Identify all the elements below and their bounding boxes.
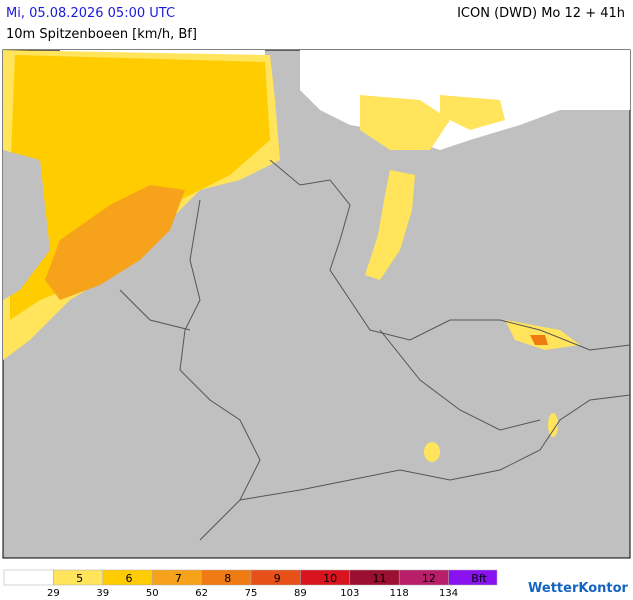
legend-box <box>448 569 498 586</box>
legend-threshold: 75 <box>245 588 258 599</box>
model-run: ICON (DWD) Mo 12 + 41h <box>457 6 625 21</box>
border <box>239 394 631 501</box>
gust-area-baltic-2 <box>440 95 505 130</box>
legend-threshold: 103 <box>340 588 359 599</box>
brand: WetterKontor <box>528 581 629 596</box>
legend-label: 10 <box>323 572 337 585</box>
border <box>179 199 261 541</box>
gust-area-spot <box>424 442 440 462</box>
borders <box>119 159 631 541</box>
gust-area-czech-peak <box>530 335 548 345</box>
gust-area-7 <box>45 185 185 300</box>
legend-label: 7 <box>175 572 182 585</box>
legend-threshold: 118 <box>390 588 409 599</box>
border <box>379 329 541 431</box>
border <box>269 159 631 351</box>
legend-label: 8 <box>224 572 231 585</box>
legend-threshold: 62 <box>195 588 208 599</box>
gust-area-east <box>365 170 415 280</box>
valid-time: Mi, 05.08.2026 05:00 UTC <box>6 6 176 21</box>
legend-label: 5 <box>76 572 83 585</box>
land-gap <box>3 150 50 300</box>
parameter: 10m Spitzenboeen [km/h, Bf] <box>6 27 197 42</box>
gust-area-spot <box>548 413 558 437</box>
legend-label: 12 <box>422 572 436 585</box>
legend-label: 9 <box>274 572 281 585</box>
legend-label: 11 <box>373 572 387 585</box>
legend-threshold: 134 <box>439 588 458 599</box>
legend-threshold: 89 <box>294 588 307 599</box>
legend-threshold: 39 <box>96 588 109 599</box>
legend-box <box>3 569 54 586</box>
border <box>119 289 191 331</box>
legend-label: Bft <box>471 572 487 585</box>
legend-threshold: 50 <box>146 588 159 599</box>
legend-label: 6 <box>126 572 133 585</box>
gust-area-baltic <box>360 95 450 150</box>
legend-threshold: 29 <box>47 588 60 599</box>
